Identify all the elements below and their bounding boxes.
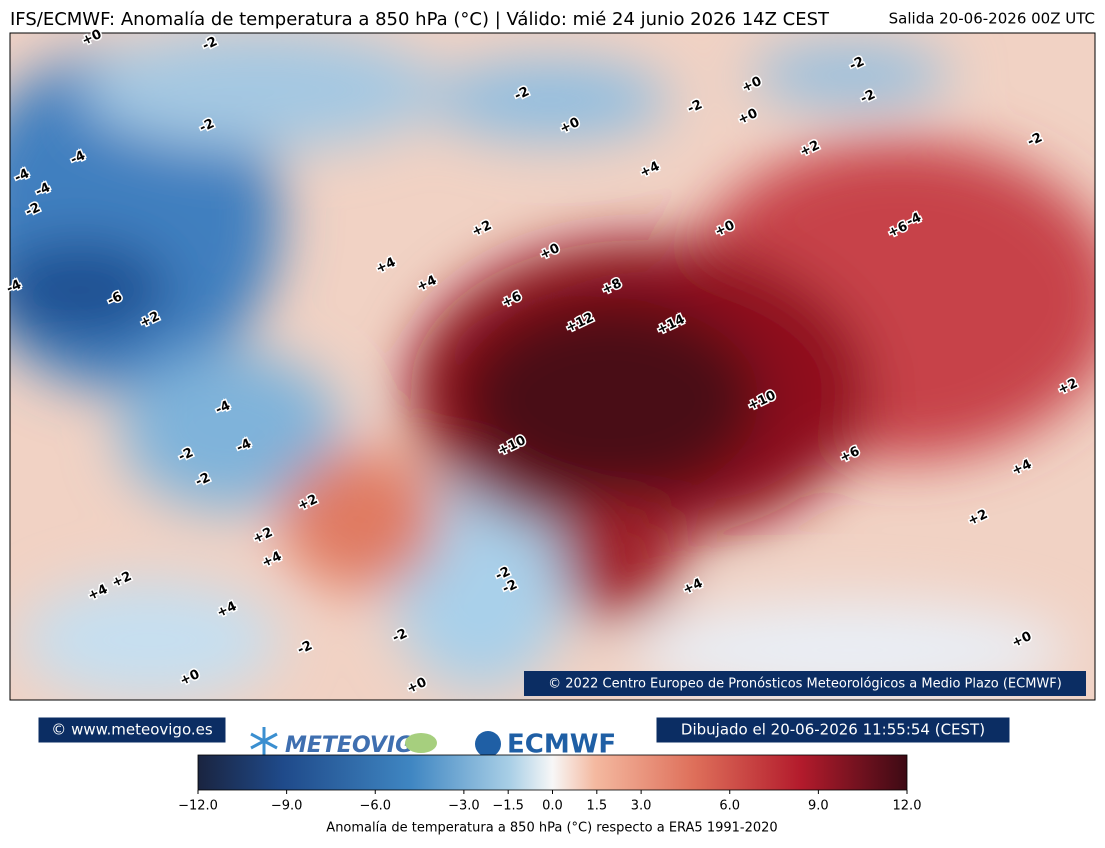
colorbar-tick-label: 9.0 bbox=[808, 799, 829, 814]
logo-ecmwf: ECMWF bbox=[507, 730, 616, 760]
snowflake-icon bbox=[250, 727, 278, 755]
colorbar-tick-label: 0.0 bbox=[542, 799, 563, 814]
ecmwf-icon bbox=[475, 731, 501, 757]
colorbar-tick-label: −12.0 bbox=[178, 799, 218, 814]
site-box bbox=[37, 716, 227, 744]
colorbar-tick-label: 3.0 bbox=[631, 799, 652, 814]
copyright-box bbox=[524, 671, 1086, 696]
colorbar-tick-label: −1.5 bbox=[492, 799, 524, 814]
copyright: © 2022 Centro Europeo de Pronósticos Met… bbox=[548, 677, 1062, 692]
site: © www.meteovigo.es bbox=[51, 721, 213, 739]
map bbox=[10, 33, 1095, 700]
colorbar-tick-label: −9.0 bbox=[271, 799, 303, 814]
colorbar-tick-label: −3.0 bbox=[448, 799, 480, 814]
colorbar bbox=[197, 754, 908, 791]
drawn-box bbox=[655, 716, 1011, 744]
drawn-time: Dibujado el 20-06-2026 11:55:54 (CEST) bbox=[681, 721, 985, 739]
colorbar-label: Anomalía de temperatura a 850 hPa (°C) r… bbox=[326, 821, 777, 836]
colorbar-tick-label: 1.5 bbox=[586, 799, 607, 814]
run-info: Salida 20-06-2026 00Z UTC bbox=[889, 10, 1095, 28]
colorbar-tick-label: 12.0 bbox=[893, 799, 922, 814]
colorbar-tick-label: −6.0 bbox=[359, 799, 391, 814]
map-frame bbox=[9, 32, 1096, 701]
colorbar-tick-label: 6.0 bbox=[719, 799, 740, 814]
map-title: IFS/ECMWF: Anomalía de temperatura a 850… bbox=[10, 9, 830, 30]
colorbar-ticks: −12.0 −9.0 −6.0 −3.0 −1.5 0.0 1.5 3.0 6.0 9.0 12.0 bbox=[178, 790, 921, 814]
leaf-icon bbox=[405, 733, 437, 753]
